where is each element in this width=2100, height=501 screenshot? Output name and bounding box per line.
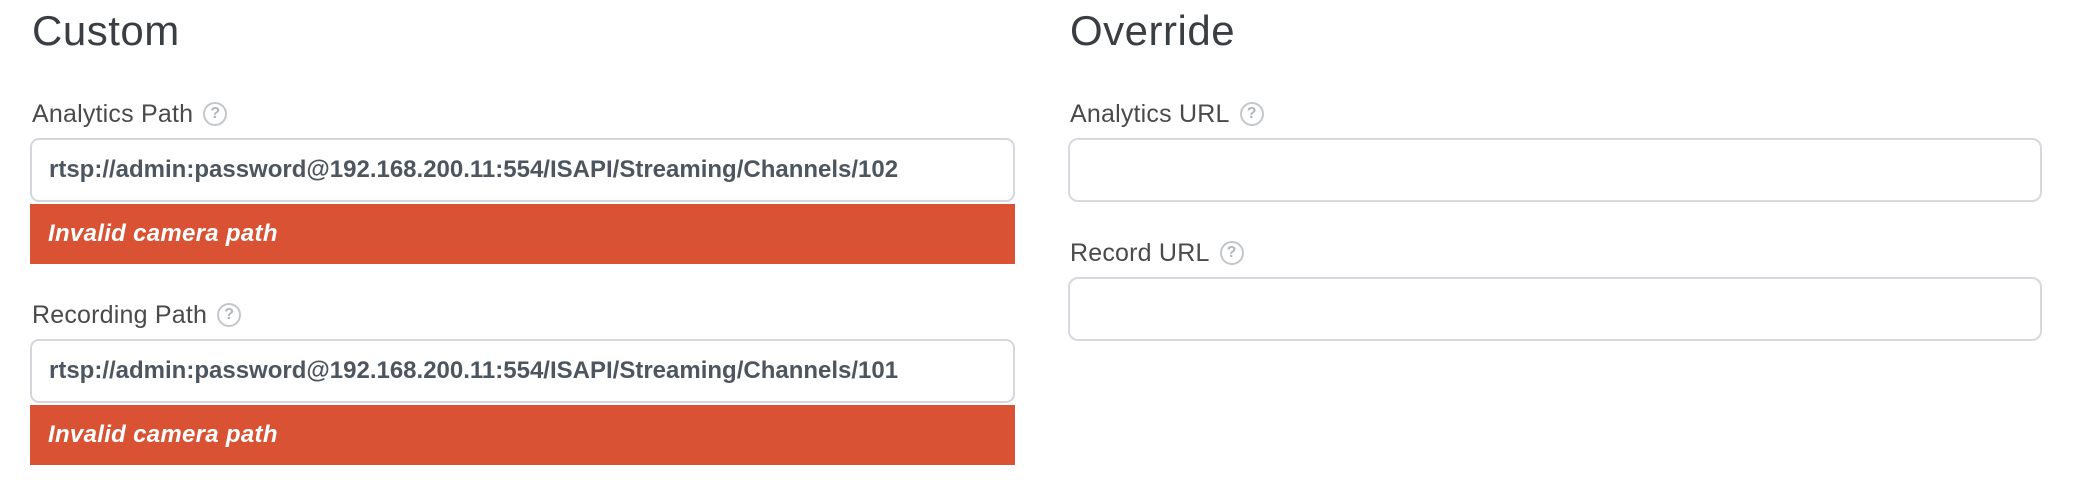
recording-path-error-text: Invalid camera path	[48, 421, 278, 448]
recording-path-help-icon[interactable]: ?	[217, 303, 242, 327]
recording-path-label-row: Recording Path ?	[32, 300, 1015, 330]
override-heading: Override	[1070, 7, 1236, 54]
recording-path-input[interactable]	[30, 339, 1015, 403]
custom-heading: Custom	[32, 7, 180, 54]
recording-path-error-bar: Invalid camera path	[30, 405, 1015, 465]
analytics-url-input[interactable]	[1068, 138, 2042, 202]
custom-section: Custom Analytics Path ? Invalid camera p…	[30, 6, 1015, 501]
record-url-field: Record URL ?	[1068, 238, 2042, 341]
analytics-url-label-row: Analytics URL ?	[1070, 99, 2042, 129]
recording-path-field: Recording Path ? Invalid camera path	[30, 300, 1015, 465]
analytics-url-label: Analytics URL	[1070, 100, 1230, 128]
analytics-path-error-text: Invalid camera path	[48, 220, 278, 247]
analytics-url-help-icon[interactable]: ?	[1239, 102, 1264, 126]
analytics-url-field: Analytics URL ?	[1068, 99, 2042, 202]
record-url-input[interactable]	[1068, 277, 2042, 341]
analytics-path-label: Analytics Path	[32, 100, 194, 128]
analytics-path-input[interactable]	[30, 138, 1015, 202]
analytics-path-label-row: Analytics Path ?	[32, 99, 1015, 129]
analytics-path-help-icon[interactable]: ?	[203, 102, 228, 126]
recording-path-label: Recording Path	[32, 301, 208, 329]
record-url-help-icon[interactable]: ?	[1219, 241, 1244, 265]
analytics-path-error-bar: Invalid camera path	[30, 204, 1015, 264]
analytics-path-field: Analytics Path ? Invalid camera path	[30, 99, 1015, 264]
record-url-label-row: Record URL ?	[1070, 238, 2042, 268]
record-url-label: Record URL	[1070, 239, 1210, 267]
override-section: Override Analytics URL ? Record URL ?	[1068, 6, 2042, 501]
